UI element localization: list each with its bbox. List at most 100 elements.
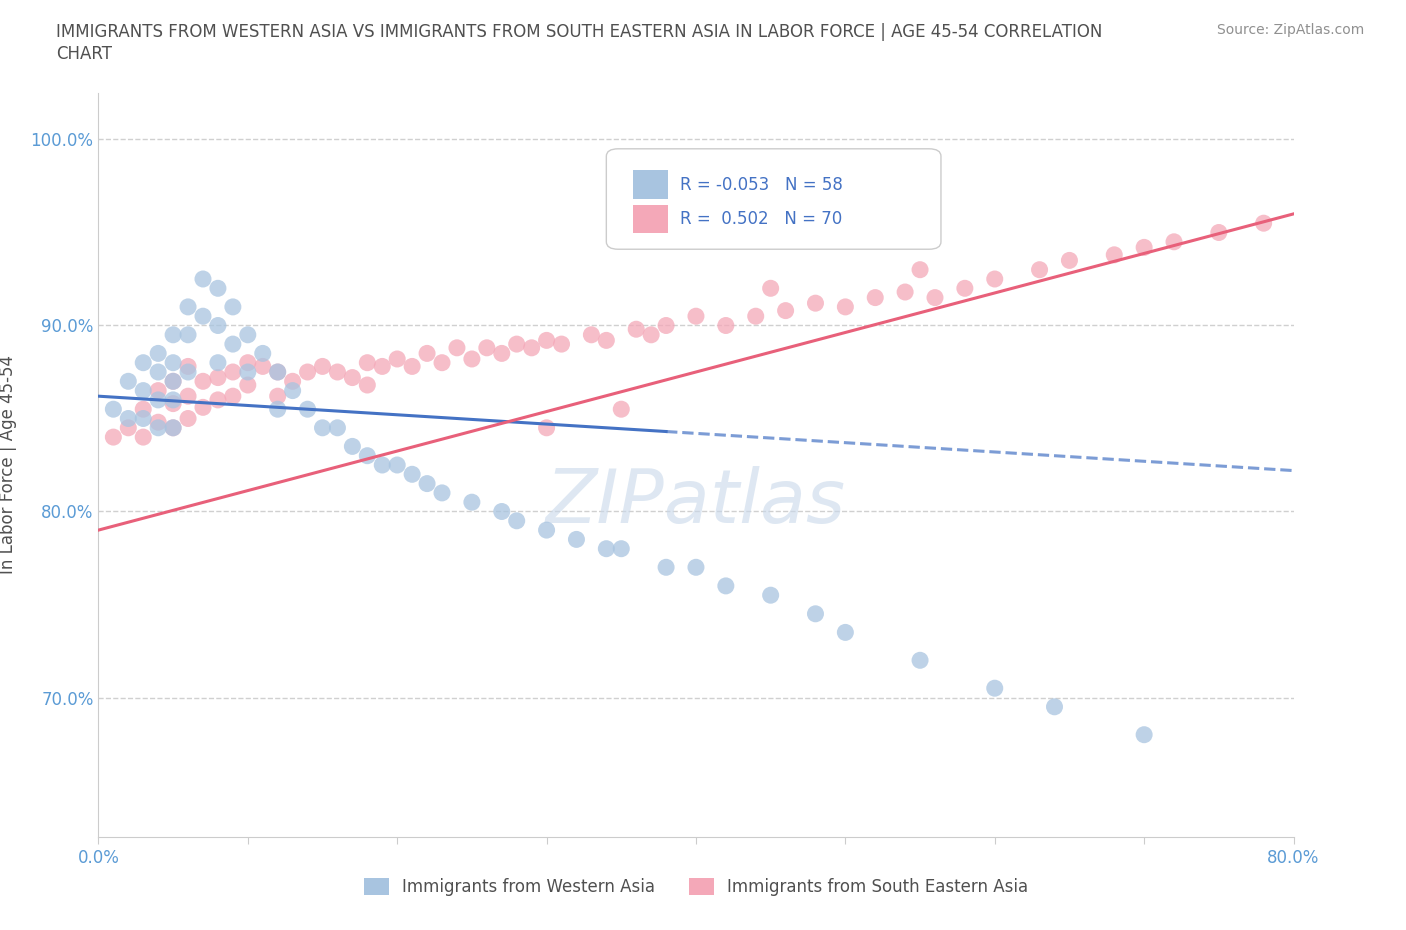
Point [356,355,378,370]
Y-axis label: In Labor Force | Age 45-54: In Labor Force | Age 45-54 [0,355,17,575]
Point [416,346,439,361]
Point [491,504,513,519]
Point [461,495,484,510]
Point [177,327,200,342]
Point [162,420,184,435]
Point [775,303,797,318]
Point [311,359,333,374]
Point [804,606,827,621]
Point [148,383,170,398]
Point [162,396,184,411]
Point [236,327,259,342]
Point [252,346,274,361]
Point [236,365,259,379]
Point [984,272,1007,286]
Point [1163,234,1185,249]
Point [475,340,498,355]
Point [103,402,125,417]
Point [326,365,349,379]
Point [311,420,333,435]
Point [1133,727,1156,742]
Point [461,352,484,366]
Point [430,355,453,370]
Point [222,365,245,379]
Point [222,337,245,352]
Text: Source: ZipAtlas.com: Source: ZipAtlas.com [1216,23,1364,37]
Point [371,458,394,472]
Point [595,541,617,556]
Point [177,411,200,426]
Point [626,322,648,337]
Point [342,370,364,385]
Point [148,346,170,361]
Point [117,420,139,435]
Text: CHART: CHART [56,45,112,62]
Point [430,485,453,500]
Point [506,513,529,528]
Point [132,430,155,445]
Point [491,346,513,361]
Point [162,420,184,435]
Point [565,532,588,547]
Point [908,653,931,668]
Point [148,392,170,407]
Point [1133,240,1156,255]
Point [103,430,125,445]
Point [371,359,394,374]
Point [148,415,170,430]
Legend: Immigrants from Western Asia, Immigrants from South Eastern Asia: Immigrants from Western Asia, Immigrants… [357,871,1035,903]
Point [267,365,290,379]
Point [267,389,290,404]
Point [177,365,200,379]
Point [610,541,633,556]
Point [281,383,304,398]
Point [804,296,827,311]
Point [207,281,229,296]
Point [236,355,259,370]
FancyBboxPatch shape [606,149,941,249]
Point [908,262,931,277]
Point [550,337,572,352]
Point [132,402,155,417]
Point [759,281,782,296]
Point [207,355,229,370]
Point [1059,253,1081,268]
Point [117,374,139,389]
Point [1208,225,1230,240]
Point [222,389,245,404]
Point [640,327,662,342]
Point [520,340,543,355]
Point [177,359,200,374]
Point [162,374,184,389]
Point [132,383,155,398]
Point [162,355,184,370]
Point [865,290,887,305]
Point [984,681,1007,696]
Point [714,578,737,593]
Point [685,560,707,575]
Point [581,327,603,342]
Point [297,365,319,379]
Point [924,290,946,305]
Point [416,476,439,491]
Text: R = -0.053   N = 58: R = -0.053 N = 58 [681,176,844,193]
Point [536,523,558,538]
FancyBboxPatch shape [633,170,668,199]
Point [177,299,200,314]
Point [745,309,768,324]
Point [191,272,214,286]
Point [1104,247,1126,262]
Point [252,359,274,374]
Point [148,420,170,435]
Point [267,365,290,379]
Text: ZIPatlas: ZIPatlas [546,466,846,538]
Point [117,411,139,426]
Point [536,420,558,435]
Point [281,374,304,389]
Point [207,392,229,407]
Point [132,355,155,370]
Point [236,378,259,392]
Point [595,333,617,348]
Point [536,333,558,348]
Point [191,309,214,324]
